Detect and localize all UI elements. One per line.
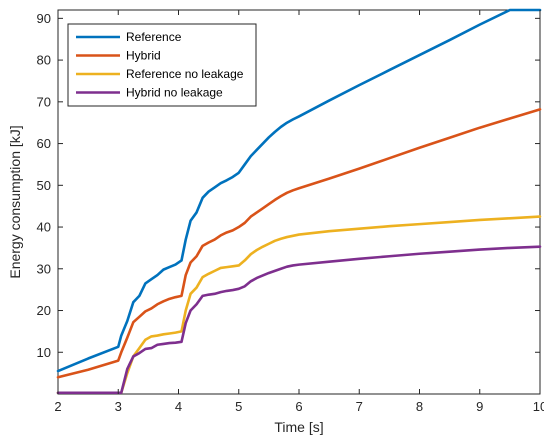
series-line-4 xyxy=(56,245,542,395)
y-tick-label: 70 xyxy=(37,94,51,109)
x-tick-label: 6 xyxy=(295,399,302,414)
x-tick-label: 2 xyxy=(54,399,61,414)
x-tick-label: 8 xyxy=(416,399,423,414)
y-axis-ticks: 10 20 30 40 50 60 70 80 90 xyxy=(37,11,540,360)
series-layer xyxy=(56,8,542,395)
y-tick-label: 60 xyxy=(37,136,51,151)
series-line-2 xyxy=(56,108,542,379)
x-tick-label: 10 xyxy=(533,399,544,414)
legend-label: Hybrid xyxy=(126,49,161,63)
x-tick-label: 7 xyxy=(356,399,363,414)
y-tick-label: 10 xyxy=(37,345,51,360)
x-axis-ticks: 2 3 4 5 6 7 8 9 10 xyxy=(54,10,544,414)
y-tick-label: 90 xyxy=(37,11,51,26)
legend-label: Reference no leakage xyxy=(126,67,244,81)
x-tick-label: 5 xyxy=(235,399,242,414)
legend-label: Hybrid no leakage xyxy=(126,86,223,100)
x-tick-label: 3 xyxy=(115,399,122,414)
y-tick-label: 80 xyxy=(37,53,51,68)
series-line-3 xyxy=(56,215,542,395)
x-tick-label: 4 xyxy=(175,399,182,414)
series-line-1 xyxy=(56,8,542,373)
legend-label: Reference xyxy=(126,30,182,44)
legend: Reference Hybrid Reference no leakage Hybri… xyxy=(67,23,257,107)
x-axis-label: Time [s] xyxy=(274,419,323,435)
x-tick-label: 9 xyxy=(476,399,483,414)
y-tick-label: 30 xyxy=(37,261,51,276)
y-tick-label: 20 xyxy=(37,303,51,318)
y-tick-label: 40 xyxy=(37,220,51,235)
y-axis-label: Energy consumption [kJ] xyxy=(7,125,23,278)
y-tick-label: 50 xyxy=(37,178,51,193)
